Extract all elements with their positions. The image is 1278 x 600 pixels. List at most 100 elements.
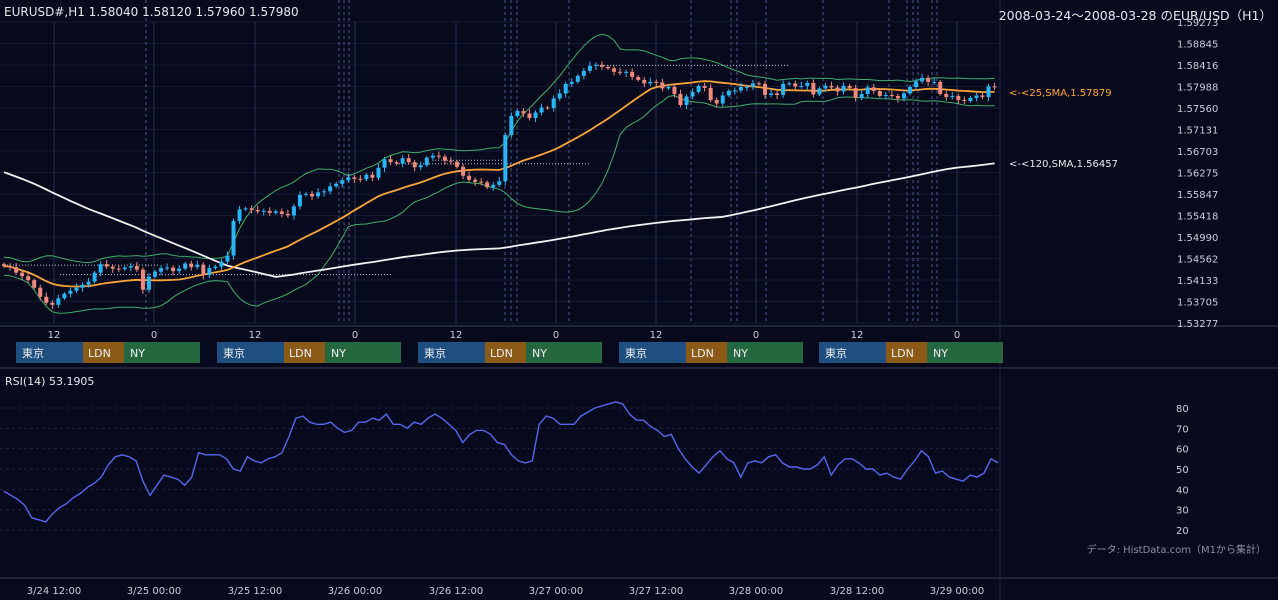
- date-tick-label: 3/28 00:00: [729, 586, 783, 597]
- candle-body: [521, 111, 526, 114]
- candle-body: [714, 99, 719, 104]
- session-bar: 東京 LDN NY: [217, 342, 401, 363]
- rsi-tick-label: 40: [1176, 485, 1189, 496]
- date-tick-label: 3/27 12:00: [629, 586, 683, 597]
- date-tick-label: 3/25 12:00: [228, 586, 282, 597]
- rsi-tick-label: 30: [1176, 506, 1189, 517]
- candle-body: [720, 95, 725, 104]
- candle-body: [926, 77, 931, 82]
- session-newyork-label: NY: [933, 347, 948, 360]
- sma120-line: [3, 162, 995, 278]
- session-tokyo: [16, 342, 83, 363]
- candle-body: [455, 161, 459, 167]
- candle-body: [171, 267, 176, 272]
- session-london: [686, 342, 727, 363]
- candle-body: [702, 85, 707, 88]
- candle-body: [461, 166, 466, 176]
- candle-body: [340, 180, 345, 184]
- candle-body: [74, 287, 79, 291]
- candle-body: [376, 167, 381, 178]
- session-tokyo-label: 東京: [625, 346, 647, 360]
- candle-body: [732, 90, 737, 92]
- candle-body: [364, 174, 369, 180]
- session-london-label: LDN: [490, 347, 513, 360]
- candle-body: [593, 64, 598, 66]
- candle-body: [328, 186, 333, 192]
- candle-body: [485, 182, 490, 188]
- candle-body: [563, 83, 568, 94]
- candle-body: [877, 90, 882, 96]
- candle-body: [86, 281, 91, 285]
- candle-body: [44, 296, 49, 303]
- candle-body: [726, 90, 731, 96]
- date-tick-label: 3/25 00:00: [127, 586, 181, 597]
- rsi-line: [3, 401, 999, 523]
- candles: [2, 61, 997, 309]
- candle-body: [62, 293, 67, 299]
- time-tick-label: 12: [249, 330, 262, 341]
- candle-body: [829, 85, 834, 88]
- time-tick-label: 12: [48, 330, 61, 341]
- candle-body: [980, 95, 985, 97]
- price-tick-label: 1.57988: [1177, 83, 1218, 94]
- candle-body: [581, 70, 586, 76]
- candle-body: [304, 193, 308, 195]
- session-tokyo-label: 東京: [223, 346, 245, 360]
- candle-body: [110, 266, 115, 269]
- candle-body: [569, 81, 574, 84]
- candle-body: [932, 81, 937, 83]
- rsi-title: RSI(14) 53.1905: [5, 375, 95, 388]
- candle-body: [346, 177, 351, 181]
- candle-body: [279, 211, 284, 214]
- candle-body: [992, 86, 997, 88]
- candle-body: [642, 79, 647, 84]
- candle-body: [853, 87, 858, 98]
- candle-body: [763, 83, 768, 95]
- candle-body: [424, 157, 429, 166]
- candle-body: [944, 93, 949, 97]
- candle-body: [672, 86, 677, 94]
- candle-body: [968, 97, 973, 101]
- candle-body: [358, 178, 363, 180]
- session-newyork-label: NY: [331, 347, 346, 360]
- candle-body: [744, 86, 749, 88]
- session-newyork-label: NY: [130, 347, 145, 360]
- candle-body: [38, 287, 43, 297]
- candle-body: [908, 86, 912, 94]
- candle-body: [297, 194, 302, 207]
- candle-body: [575, 75, 580, 82]
- candle-body: [104, 264, 109, 267]
- session-london: [284, 342, 325, 363]
- rsi-tick-label: 80: [1176, 404, 1189, 415]
- candle-body: [835, 87, 840, 92]
- candle-body: [606, 66, 610, 69]
- sma120-label: <-<120,SMA,1.56457: [1009, 159, 1118, 170]
- candle-body: [805, 82, 810, 86]
- candle-body: [448, 160, 453, 162]
- candle-body: [243, 208, 248, 210]
- rsi-tick-label: 20: [1176, 526, 1189, 537]
- moving-averages: [3, 80, 995, 288]
- candle-body: [612, 68, 617, 72]
- candle-body: [231, 220, 236, 256]
- candle-body: [738, 86, 743, 91]
- session-newyork: [727, 342, 803, 363]
- candle-body: [237, 209, 242, 221]
- time-tick-label: 12: [851, 330, 864, 341]
- candle-body: [92, 272, 97, 282]
- candle-body: [901, 93, 906, 99]
- session-newyork-label: NY: [532, 347, 547, 360]
- candle-body: [654, 81, 659, 83]
- candle-body: [134, 266, 139, 270]
- time-tick-label: 12: [450, 330, 463, 341]
- candle-body: [467, 175, 472, 180]
- session-newyork: [927, 342, 1003, 363]
- candle-body: [787, 83, 792, 85]
- rsi-axis: 80 70 60 50 40 30 20: [1176, 404, 1189, 537]
- candle-body: [140, 269, 145, 290]
- price-tick-label: 1.55418: [1177, 212, 1218, 223]
- time-tick-label: 0: [553, 330, 559, 341]
- candle-body: [630, 71, 635, 77]
